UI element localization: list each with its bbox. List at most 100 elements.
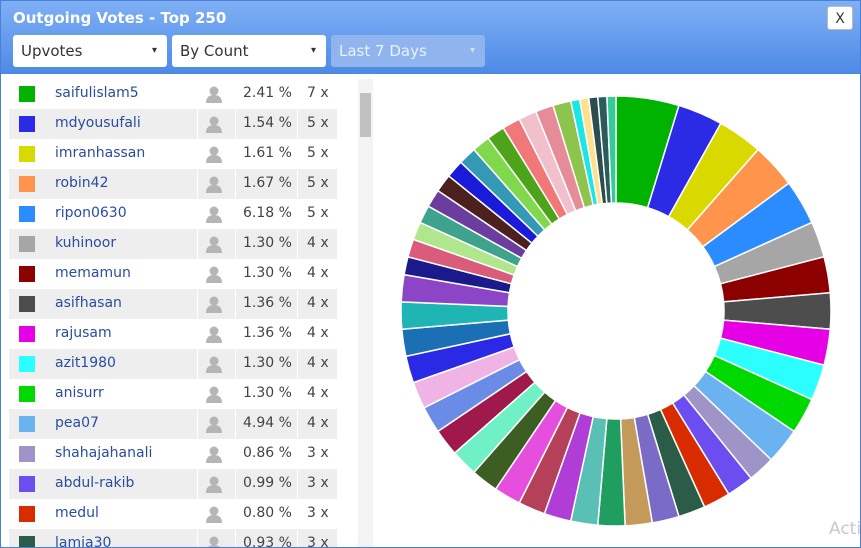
user-icon <box>206 266 222 283</box>
user-icon <box>206 296 222 313</box>
header: Outgoing Votes - Top 250 X Upvotes By Co… <box>1 1 860 74</box>
cell-divider <box>235 199 236 229</box>
cell-divider <box>197 529 198 547</box>
icon-head <box>209 206 219 216</box>
list-row[interactable]: robin42 1.67 % 5 x <box>9 169 337 199</box>
icon-head <box>209 236 219 246</box>
list-row[interactable]: medul 0.80 % 3 x <box>9 499 337 529</box>
icon-head <box>209 176 219 186</box>
color-swatch <box>19 386 35 402</box>
percent: 0.99 % <box>243 475 292 491</box>
user-name: mdyousufali <box>55 115 141 131</box>
cell-divider <box>197 349 198 379</box>
icon-head <box>209 506 219 516</box>
icon-head <box>209 296 219 306</box>
cell-divider <box>235 289 236 319</box>
icon-head <box>209 476 219 486</box>
count: 4 x <box>307 385 329 401</box>
user-icon <box>206 176 222 193</box>
cell-divider <box>197 169 198 199</box>
color-swatch <box>19 536 35 547</box>
cell-divider <box>297 349 298 379</box>
percent: 1.30 % <box>243 385 292 401</box>
list-row[interactable]: azit1980 1.30 % 4 x <box>9 349 337 379</box>
user-icon <box>206 236 222 253</box>
list-row[interactable]: mdyousufali 1.54 % 5 x <box>9 109 337 139</box>
icon-body <box>206 425 222 433</box>
cell-divider <box>297 319 298 349</box>
user-name: memamun <box>55 265 131 281</box>
count: 3 x <box>307 505 329 521</box>
cell-divider <box>197 199 198 229</box>
list-row[interactable]: imranhassan 1.61 % 5 x <box>9 139 337 169</box>
cell-divider <box>235 319 236 349</box>
list-row[interactable]: anisurr 1.30 % 4 x <box>9 379 337 409</box>
user-icon <box>206 356 222 373</box>
icon-body <box>208 545 220 547</box>
count: 4 x <box>307 325 329 341</box>
count: 3 x <box>307 475 329 491</box>
dropdown-disabled: Last 7 Days <box>331 35 485 67</box>
list-row[interactable]: shahajahanali 0.86 % 3 x <box>9 439 337 469</box>
icon-head <box>209 536 219 546</box>
list-row[interactable]: abdul-rakib 0.99 % 3 x <box>9 469 337 499</box>
cell-divider <box>235 349 236 379</box>
user-icon <box>206 86 222 103</box>
cell-divider <box>197 469 198 499</box>
count: 5 x <box>307 145 329 161</box>
cell-divider <box>197 109 198 139</box>
user-icon <box>206 446 222 463</box>
list-row[interactable]: kuhinoor 1.30 % 4 x <box>9 229 337 259</box>
dropdown[interactable]: By Count <box>172 35 326 67</box>
percent: 1.36 % <box>243 295 292 311</box>
percent: 1.36 % <box>243 325 292 341</box>
user-icon <box>206 416 222 433</box>
icon-head <box>209 416 219 426</box>
user-name: saifulislam5 <box>55 85 139 101</box>
list-row[interactable]: memamun 1.30 % 4 x <box>9 259 337 289</box>
color-swatch <box>19 236 35 252</box>
list-row[interactable]: pea07 4.94 % 4 x <box>9 409 337 439</box>
user-name: rajusam <box>55 325 112 341</box>
icon-body <box>206 515 222 523</box>
list-row[interactable]: rajusam 1.36 % 4 x <box>9 319 337 349</box>
color-swatch <box>19 326 35 342</box>
color-swatch <box>19 506 35 522</box>
icon-body <box>206 125 222 133</box>
percent: 1.30 % <box>243 355 292 371</box>
cell-divider <box>235 439 236 469</box>
color-swatch <box>19 446 35 462</box>
cell-divider <box>297 79 298 109</box>
dropdown[interactable]: Upvotes <box>13 35 167 67</box>
list-row[interactable]: ripon0630 6.18 % 5 x <box>9 199 337 229</box>
cell-divider <box>197 499 198 529</box>
list-row[interactable]: asifhasan 1.36 % 4 x <box>9 289 337 319</box>
cell-divider <box>297 229 298 259</box>
color-swatch <box>19 146 35 162</box>
color-swatch <box>19 86 35 102</box>
percent: 0.80 % <box>243 505 292 521</box>
cell-divider <box>197 229 198 259</box>
percent: 1.61 % <box>243 145 292 161</box>
close-button[interactable]: X <box>827 6 853 30</box>
list-row[interactable]: saifulislam5 2.41 % 7 x <box>9 79 337 109</box>
user-name: asifhasan <box>55 295 122 311</box>
percent: 0.86 % <box>243 445 292 461</box>
list-row[interactable]: lamia30 0.93 % 3 x <box>9 529 337 547</box>
icon-head <box>209 446 219 456</box>
user-icon <box>206 476 222 493</box>
user-name: kuhinoor <box>55 235 117 251</box>
cell-divider <box>297 139 298 169</box>
cell-divider <box>197 319 198 349</box>
user-name: shahajahanali <box>55 445 153 461</box>
icon-head <box>209 266 219 276</box>
user-name: anisurr <box>55 385 104 401</box>
count: 4 x <box>307 265 329 281</box>
cell-divider <box>197 439 198 469</box>
scrollbar[interactable] <box>358 79 373 547</box>
cell-divider <box>197 139 198 169</box>
user-icon <box>206 506 222 523</box>
cell-divider <box>297 169 298 199</box>
scroll-thumb[interactable] <box>360 93 371 137</box>
